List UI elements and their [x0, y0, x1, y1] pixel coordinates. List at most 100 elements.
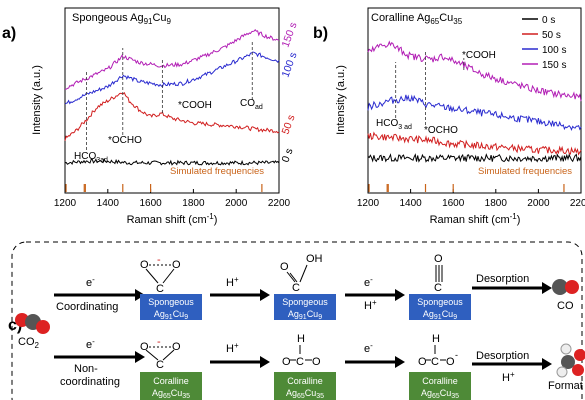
x-tick-label: 2200 — [570, 198, 585, 209]
x-tick-label: 2000 — [225, 198, 248, 209]
svg-text:O: O — [312, 356, 321, 368]
series-line-150s — [367, 40, 582, 102]
panel-b-title: Coralline Ag65Cu35 — [371, 12, 463, 26]
annot-cooh-b: *COOH — [462, 50, 496, 61]
annot-hco3-b: HCO3 ad — [376, 118, 412, 131]
svg-text:Ag65Cu35: Ag65Cu35 — [421, 388, 459, 400]
spongeous-box-3 — [409, 294, 471, 320]
proton-top-2: H+ — [226, 275, 239, 289]
annot-co-a: COad — [240, 98, 263, 111]
svg-text:O: O — [140, 259, 149, 271]
coralline-box-2 — [274, 372, 336, 400]
svg-text:-: - — [157, 254, 161, 266]
annot-ocho-b: *OCHO — [424, 125, 458, 136]
proton-bottom-2: H+ — [226, 341, 239, 355]
electron-bottom-1: e- — [86, 337, 95, 351]
panel-a-xlabel: Raman shift (cm-1) — [127, 212, 218, 226]
svg-text:O: O — [418, 356, 427, 368]
svg-text:Ag65Cu35: Ag65Cu35 — [152, 388, 190, 400]
legend-label-150s: 150 s — [542, 60, 566, 71]
series-line-50s — [367, 131, 582, 156]
co-molecule-icon — [552, 279, 579, 295]
x-tick-label: 1200 — [54, 198, 77, 209]
x-tick-label: 2000 — [527, 198, 550, 209]
coordinating-label-2: coordinating — [60, 376, 120, 388]
desorption-top: Desorption — [476, 273, 529, 285]
panel-b-ylabel: Intensity (a.u.) — [335, 65, 347, 135]
svg-text:Spongeous: Spongeous — [148, 297, 194, 307]
legend-label-100s: 100 s — [542, 45, 566, 56]
top-pathway: e- Coordinating O O C - Spongeous Ag91Cu… — [54, 253, 579, 321]
c-atom-top: C — [156, 283, 164, 295]
x-tick-label: 1200 — [357, 198, 380, 209]
legend-label-50s: 50 s — [542, 30, 561, 41]
annot-simulated-b: Simulated frequencies — [478, 166, 572, 177]
svg-text:O: O — [172, 341, 181, 353]
annot-ocho-a: *OCHO — [108, 135, 142, 146]
label-150s-a: 150 s — [280, 21, 300, 49]
x-tick-label: 1400 — [97, 198, 120, 209]
svg-text:Ag91Cu9: Ag91Cu9 — [288, 309, 322, 321]
x-tick-label: 2200 — [268, 198, 291, 209]
svg-text:Ag91Cu9: Ag91Cu9 — [154, 309, 188, 321]
svg-text:O: O — [434, 253, 443, 265]
co-adsorbed-structure-icon: O C — [434, 253, 443, 294]
svg-text:O: O — [172, 259, 181, 271]
proton-bottom-4: H+ — [502, 370, 515, 384]
x-tick-label: 1400 — [399, 198, 422, 209]
panel-b-plot: 1200 1400 1600 1800 2000 2200 — [357, 40, 585, 209]
svg-text:Spongeous: Spongeous — [282, 297, 328, 307]
label-50s-a: 50 s — [280, 113, 298, 136]
electron-top-3: e- — [364, 275, 373, 289]
panel-c-frame — [11, 241, 583, 400]
svg-text:C: C — [292, 282, 300, 294]
legend-label-0s: 0 s — [542, 15, 555, 26]
annot-simulated-a: Simulated frequencies — [170, 166, 264, 177]
co2-molecule-icon — [15, 313, 50, 334]
panel-a-title: Spongeous Ag91Cu9 — [72, 12, 172, 26]
label-100s-a: 100 s — [280, 51, 300, 79]
svg-text:H: H — [432, 333, 440, 345]
series-line-100s — [64, 51, 280, 105]
svg-text:O: O — [140, 341, 149, 353]
series-line-0s — [367, 153, 582, 163]
coralline-box-3 — [409, 372, 471, 400]
svg-text:Coralline: Coralline — [153, 376, 189, 386]
svg-text:Ag65Cu35: Ag65Cu35 — [286, 388, 324, 400]
svg-text:C: C — [296, 356, 304, 368]
svg-text:H: H — [297, 333, 305, 345]
electron-top-1: e- — [86, 275, 95, 289]
svg-text:O: O — [446, 356, 455, 368]
spongeous-box-1 — [140, 294, 202, 320]
x-tick-label: 1800 — [182, 198, 205, 209]
desorption-bottom: Desorption — [476, 350, 529, 362]
co2-anion-structure-bottom-icon: O O C - — [140, 336, 181, 371]
annot-hco3-a: HCO3ad — [74, 151, 108, 164]
panel-a-frame — [64, 7, 280, 194]
annot-cooh-a: *COOH — [178, 100, 212, 111]
panel-b-legend: 0 s 50 s 100 s 150 s — [522, 15, 566, 71]
svg-text:Coralline: Coralline — [287, 376, 323, 386]
electron-bottom-3: e- — [364, 341, 373, 355]
x-tick-label: 1600 — [442, 198, 465, 209]
bottom-pathway: e- Non- coordinating O O C - Coralline A… — [54, 333, 585, 400]
series-line-100s — [367, 94, 582, 132]
formate-molecule-icon — [556, 343, 585, 378]
product-formate-label: Format — [548, 380, 583, 392]
panel-a-plot: 1200 1400 1600 1800 2000 2200 — [54, 29, 291, 209]
svg-text:Ag91Cu9: Ag91Cu9 — [423, 309, 457, 321]
x-tick-label: 1800 — [485, 198, 508, 209]
formate-intermediate-structure-icon: H O C O - — [418, 333, 458, 368]
svg-text:OH: OH — [306, 253, 323, 265]
panel-b-letter: b) — [313, 25, 328, 42]
svg-text:C: C — [434, 282, 442, 294]
spongeous-box-2 — [274, 294, 336, 320]
series-line-0s — [64, 158, 280, 166]
label-0s-a: 0 s — [280, 147, 296, 164]
series-line-150s — [64, 29, 280, 90]
non-label: Non- — [74, 363, 98, 375]
svg-text:Spongeous: Spongeous — [417, 297, 463, 307]
co2-label: CO2 — [18, 336, 40, 350]
panel-a-letter: a) — [2, 25, 16, 42]
